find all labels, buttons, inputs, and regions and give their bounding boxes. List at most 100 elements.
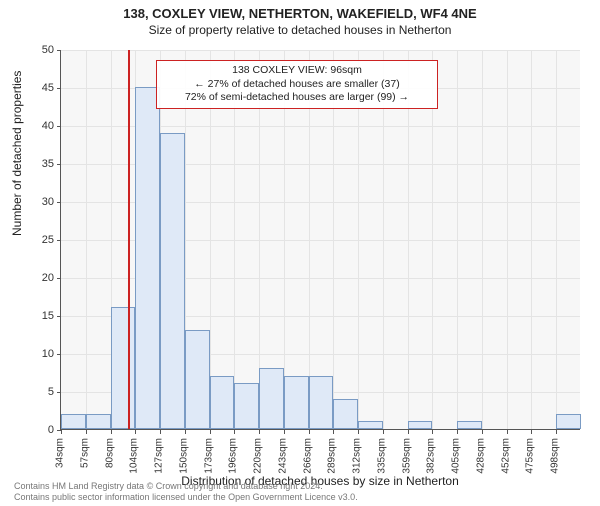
footer-line1: Contains HM Land Registry data © Crown c… (14, 481, 323, 491)
histogram-bar (358, 421, 383, 429)
histogram-bar (61, 414, 86, 429)
y-tick-label: 50 (24, 44, 54, 56)
histogram-bar (284, 376, 309, 429)
x-tick-mark (160, 430, 161, 434)
x-tick-mark (383, 430, 384, 434)
x-tick-mark (531, 430, 532, 434)
gridline-v (86, 50, 87, 429)
x-tick-mark (259, 430, 260, 434)
gridline-v (556, 50, 557, 429)
histogram-bar (259, 368, 284, 429)
x-tick-mark (507, 430, 508, 434)
x-tick-label: 34sqm (55, 438, 66, 468)
x-tick-label: 104sqm (129, 438, 140, 474)
x-tick-mark (457, 430, 458, 434)
gridline-h (61, 50, 580, 51)
x-tick-mark (284, 430, 285, 434)
x-tick-label: 289sqm (327, 438, 338, 474)
x-tick-mark (61, 430, 62, 434)
y-tick-label: 40 (24, 120, 54, 132)
x-tick-label: 452sqm (500, 438, 511, 474)
x-tick-label: 382sqm (426, 438, 437, 474)
histogram-bar (457, 421, 482, 429)
x-tick-label: 220sqm (253, 438, 264, 474)
y-tick-label: 20 (24, 272, 54, 284)
histogram-bar (333, 399, 358, 429)
gridline-v (482, 50, 483, 429)
histogram-bar (185, 330, 210, 429)
x-tick-mark (86, 430, 87, 434)
x-tick-label: 335sqm (376, 438, 387, 474)
x-tick-mark (333, 430, 334, 434)
y-tick-label: 0 (24, 424, 54, 436)
x-tick-mark (309, 430, 310, 434)
property-marker-line (128, 50, 130, 429)
x-tick-label: 173sqm (203, 438, 214, 474)
x-tick-label: 57sqm (79, 438, 90, 468)
x-tick-mark (432, 430, 433, 434)
gridline-v (457, 50, 458, 429)
y-tick-mark (57, 240, 61, 241)
y-tick-mark (57, 202, 61, 203)
footer-line2: Contains public sector information licen… (14, 492, 358, 502)
plot-background: 138 COXLEY VIEW: 96sqm← 27% of detached … (60, 50, 580, 430)
x-tick-label: 475sqm (525, 438, 536, 474)
y-tick-mark (57, 392, 61, 393)
histogram-bar (210, 376, 235, 429)
y-tick-mark (57, 50, 61, 51)
y-tick-label: 30 (24, 196, 54, 208)
x-tick-label: 405sqm (451, 438, 462, 474)
annotation-line3: 72% of semi-detached houses are larger (… (163, 91, 431, 105)
y-tick-label: 5 (24, 386, 54, 398)
x-tick-label: 243sqm (277, 438, 288, 474)
annotation-line2: ← 27% of detached houses are smaller (37… (163, 78, 431, 92)
y-tick-label: 15 (24, 310, 54, 322)
histogram-bar (309, 376, 334, 429)
x-tick-mark (408, 430, 409, 434)
y-axis-label: Number of detached properties (10, 71, 24, 236)
y-tick-mark (57, 316, 61, 317)
y-tick-label: 35 (24, 158, 54, 170)
y-tick-mark (57, 278, 61, 279)
x-tick-mark (482, 430, 483, 434)
footer-attribution: Contains HM Land Registry data © Crown c… (14, 481, 358, 502)
histogram-bar (135, 87, 160, 429)
x-tick-label: 80sqm (104, 438, 115, 468)
x-tick-mark (358, 430, 359, 434)
annotation-box: 138 COXLEY VIEW: 96sqm← 27% of detached … (156, 60, 438, 109)
y-tick-label: 25 (24, 234, 54, 246)
histogram-bar (111, 307, 136, 429)
histogram-bar (86, 414, 111, 429)
y-tick-mark (57, 88, 61, 89)
x-tick-label: 150sqm (178, 438, 189, 474)
x-tick-label: 312sqm (352, 438, 363, 474)
y-tick-label: 45 (24, 82, 54, 94)
gridline-v (531, 50, 532, 429)
y-tick-label: 10 (24, 348, 54, 360)
histogram-bar (234, 383, 259, 429)
chart-container: 138, COXLEY VIEW, NETHERTON, WAKEFIELD, … (0, 6, 600, 506)
x-tick-mark (135, 430, 136, 434)
chart-title: 138, COXLEY VIEW, NETHERTON, WAKEFIELD, … (0, 6, 600, 21)
y-tick-mark (57, 164, 61, 165)
x-tick-mark (234, 430, 235, 434)
x-tick-label: 428sqm (475, 438, 486, 474)
y-tick-mark (57, 354, 61, 355)
y-tick-mark (57, 126, 61, 127)
x-tick-mark (185, 430, 186, 434)
plot-area: 138 COXLEY VIEW: 96sqm← 27% of detached … (60, 50, 580, 430)
x-tick-label: 266sqm (302, 438, 313, 474)
histogram-bar (160, 133, 185, 429)
gridline-v (507, 50, 508, 429)
x-tick-label: 127sqm (154, 438, 165, 474)
annotation-line1: 138 COXLEY VIEW: 96sqm (163, 64, 431, 78)
histogram-bar (408, 421, 433, 429)
x-tick-mark (210, 430, 211, 434)
chart-subtitle: Size of property relative to detached ho… (0, 23, 600, 37)
x-tick-mark (111, 430, 112, 434)
x-tick-label: 196sqm (228, 438, 239, 474)
histogram-bar (556, 414, 581, 429)
x-tick-mark (556, 430, 557, 434)
x-tick-label: 359sqm (401, 438, 412, 474)
x-tick-label: 498sqm (550, 438, 561, 474)
